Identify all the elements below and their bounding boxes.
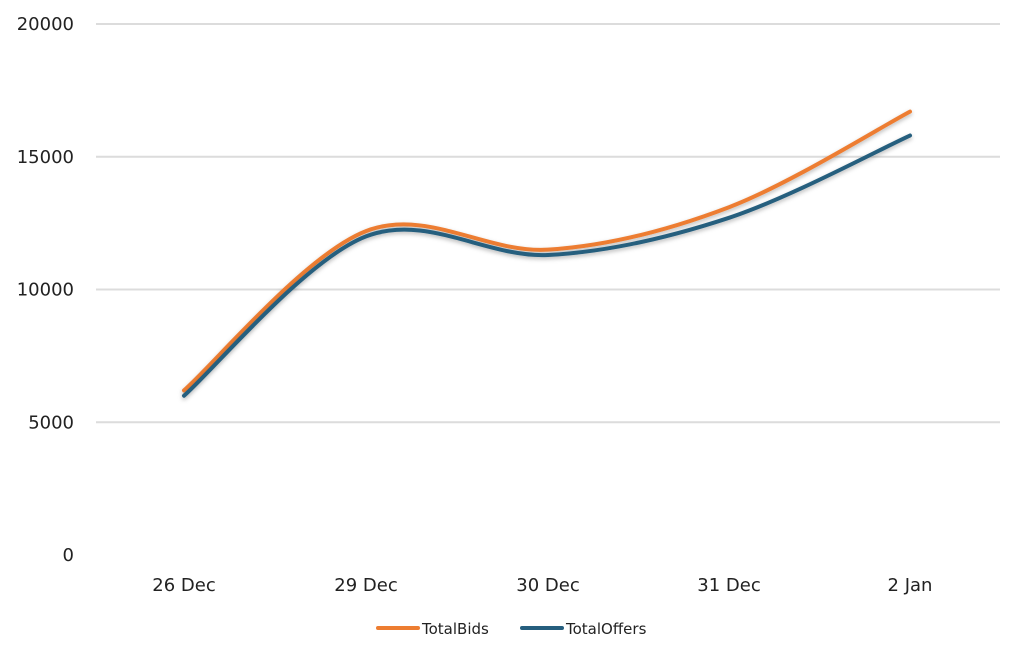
series-line-totalbids xyxy=(182,109,912,393)
legend-label: TotalOffers xyxy=(565,620,647,638)
series-line-totaloffers xyxy=(182,133,912,398)
y-tick-label: 5000 xyxy=(28,412,74,433)
y-tick-label: 15000 xyxy=(17,147,74,168)
y-tick-label: 10000 xyxy=(17,280,74,301)
x-tick-label: 30 Dec xyxy=(516,575,579,596)
gridlines xyxy=(96,23,1000,424)
x-tick-label: 26 Dec xyxy=(152,575,215,596)
legend-label: TotalBids xyxy=(421,620,489,638)
x-tick-label: 31 Dec xyxy=(697,575,760,596)
y-axis-tick-labels: 0 5000 10000 15000 20000 xyxy=(17,14,74,566)
legend: TotalBids TotalOffers xyxy=(376,620,647,638)
x-axis-tick-labels: 26 Dec 29 Dec 30 Dec 31 Dec 2 Jan xyxy=(152,575,932,596)
series-lines xyxy=(182,109,912,398)
y-tick-label: 20000 xyxy=(17,14,74,35)
x-tick-label: 29 Dec xyxy=(334,575,397,596)
y-tick-label: 0 xyxy=(63,545,74,566)
legend-item-totalbids: TotalBids xyxy=(376,620,489,638)
legend-item-totaloffers: TotalOffers xyxy=(520,620,647,638)
x-tick-label: 2 Jan xyxy=(888,575,933,596)
